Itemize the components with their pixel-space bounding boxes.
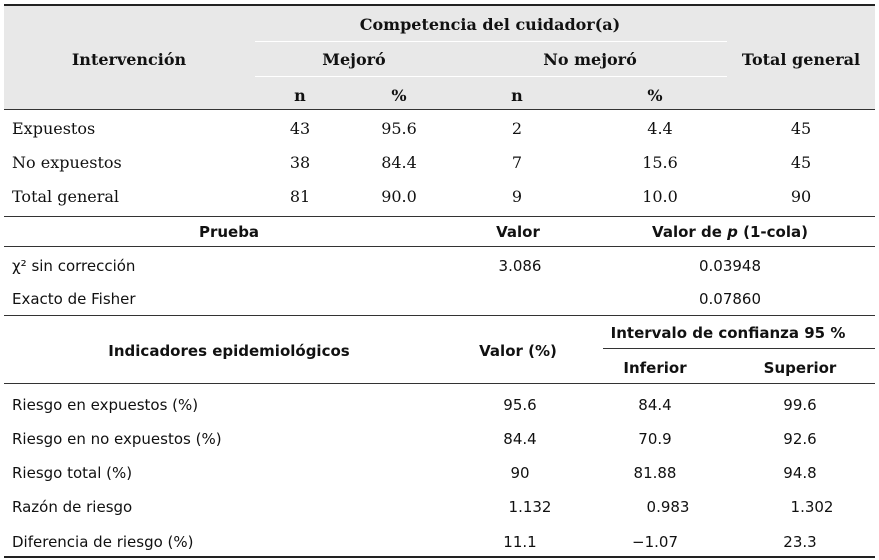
col-inferior: Inferior [623, 359, 687, 377]
cell-p: 0.07860 [698, 290, 762, 308]
cell-inferior: −1.07 [632, 533, 678, 551]
cell-n-no-mejoro: 2 [511, 119, 523, 138]
cell-p: 0.03948 [698, 257, 762, 275]
row-label: Razón de riesgo [12, 498, 133, 516]
cell-inferior: 0.983 [646, 498, 690, 516]
cell-valor: 95.6 [503, 396, 537, 414]
col-prueba: Prueba [198, 223, 260, 241]
cell-superior: 94.8 [783, 464, 817, 482]
cell-superior: 1.302 [790, 498, 834, 516]
col-valor-p: Valor de p (1-cola) [652, 223, 808, 241]
group-header-underline [255, 41, 727, 42]
table3-header-rule [4, 383, 875, 384]
col-total-general: Total general [741, 50, 861, 69]
col-mejoro: Mejoró [322, 50, 386, 69]
group-header: Competencia del cuidador(a) [359, 15, 621, 34]
bottom-rule [4, 556, 875, 558]
sub-n-mejoro: n [294, 86, 306, 105]
cell-n-mejoro: 43 [289, 119, 311, 138]
cell-pct-no-mejoro: 4.4 [647, 119, 673, 138]
cell-superior: 23.3 [783, 533, 817, 551]
cell-superior: 99.6 [783, 396, 817, 414]
row-label: No expuestos [12, 153, 122, 172]
cell-n-mejoro: 81 [289, 187, 311, 206]
col-superior: Superior [763, 359, 837, 377]
cell-pct-no-mejoro: 15.6 [642, 153, 678, 172]
col-indicadores: Indicadores epidemiológicos [108, 342, 350, 360]
cell-total: 90 [790, 187, 812, 206]
col-valor: Valor [496, 223, 540, 241]
cell-valor: 3.086 [498, 257, 542, 275]
cell-n-no-mejoro: 9 [511, 187, 523, 206]
row-label: χ² sin corrección [12, 257, 136, 275]
row-label: Riesgo total (%) [12, 464, 133, 482]
cell-total: 45 [790, 153, 812, 172]
col-intervalo-confianza: Intervalo de confianza 95 % [610, 324, 846, 342]
cell-pct-no-mejoro: 10.0 [642, 187, 678, 206]
cell-pct-mejoro: 84.4 [381, 153, 417, 172]
ic-underline [603, 348, 875, 349]
table1-header-band [4, 6, 875, 109]
cell-valor: 90 [510, 464, 530, 482]
cell-pct-mejoro: 95.6 [381, 119, 417, 138]
cell-pct-mejoro: 90.0 [381, 187, 417, 206]
col-valor-pct: Valor (%) [479, 342, 557, 360]
cell-n-no-mejoro: 7 [511, 153, 523, 172]
cell-n-mejoro: 38 [289, 153, 311, 172]
cell-valor: 1.132 [508, 498, 552, 516]
cell-inferior: 70.9 [638, 430, 672, 448]
row-label: Total general [12, 187, 120, 206]
cell-total: 45 [790, 119, 812, 138]
row-label: Riesgo en expuestos (%) [12, 396, 199, 414]
sub-pct-mejoro: % [391, 86, 407, 105]
row-label: Expuestos [12, 119, 96, 138]
subheader-divider [255, 76, 727, 77]
sub-pct-no-mejoro: % [647, 86, 663, 105]
row-label: Diferencia de riesgo (%) [12, 533, 194, 551]
header-bottom-rule [4, 109, 875, 110]
cell-superior: 92.6 [783, 430, 817, 448]
cell-valor: 84.4 [503, 430, 537, 448]
col-no-mejoro: No mejoró [543, 50, 637, 69]
sub-n-no-mejoro: n [511, 86, 523, 105]
col-intervencion: Intervención [71, 50, 187, 69]
cell-valor: 11.1 [503, 533, 537, 551]
table3-top-rule [4, 315, 875, 316]
table2-top-rule [4, 216, 875, 217]
cell-inferior: 84.4 [638, 396, 672, 414]
cell-inferior: 81.88 [633, 464, 677, 482]
row-label: Exacto de Fisher [12, 290, 136, 308]
table2-header-rule [4, 246, 875, 247]
top-rule [4, 4, 875, 6]
row-label: Riesgo en no expuestos (%) [12, 430, 222, 448]
